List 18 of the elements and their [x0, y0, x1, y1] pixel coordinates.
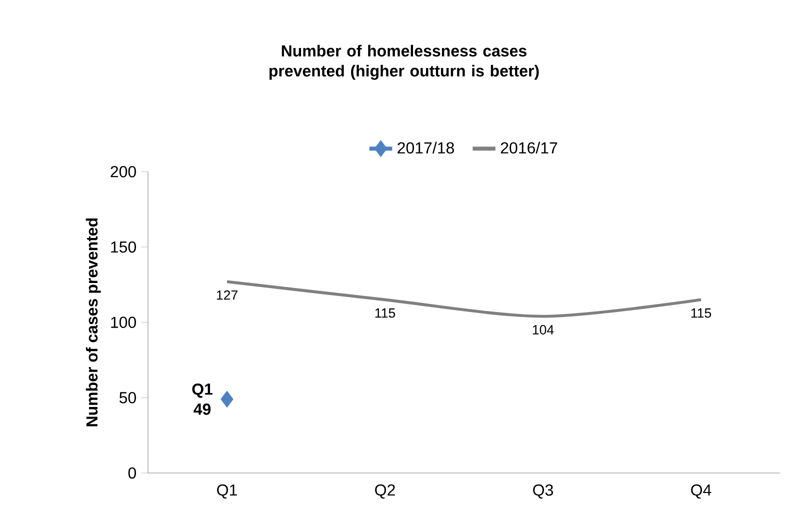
- legend-label: 2017/18: [398, 142, 454, 154]
- data-label: Q1 49: [192, 384, 213, 415]
- chart-title: Number of homelessness cases prevented (higher outturn is better): [269, 44, 539, 80]
- data-label: 127: [216, 290, 238, 300]
- y-tick-label: 100: [111, 316, 136, 328]
- y-tick-label: 150: [111, 241, 136, 253]
- data-label: 115: [691, 308, 712, 318]
- y-tick-label: 0: [128, 467, 136, 479]
- x-tick-label: Q2: [375, 484, 395, 499]
- data-label: 115: [375, 308, 396, 318]
- data-label: 104: [532, 325, 554, 334]
- x-tick-label: Q4: [691, 484, 712, 499]
- x-tick-label: Q3: [533, 484, 553, 499]
- y-tick-label: 50: [119, 392, 136, 404]
- x-tick-label: Q1: [217, 484, 237, 499]
- y-axis-title: Number of cases prevented: [86, 218, 101, 426]
- legend-label: 2016/17: [500, 142, 558, 154]
- y-tick-label: 200: [110, 166, 136, 178]
